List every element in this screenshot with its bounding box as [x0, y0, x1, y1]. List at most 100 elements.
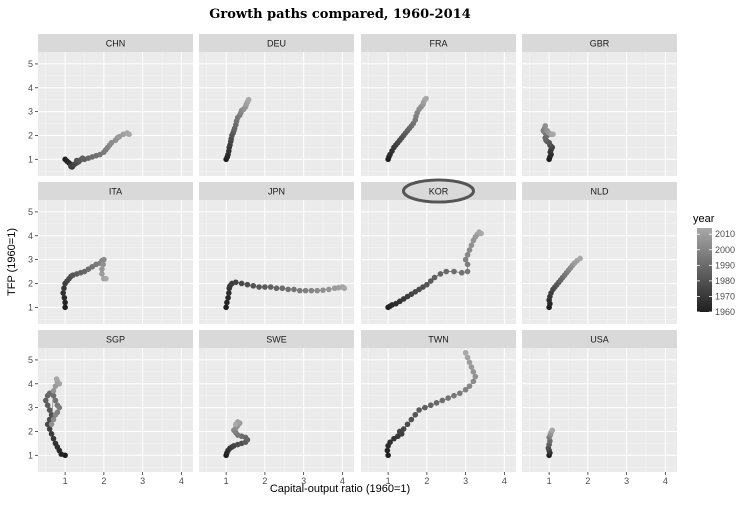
data-point	[385, 452, 391, 459]
strip-label: USA	[590, 335, 609, 345]
x-tick-label: 3	[463, 476, 468, 486]
data-point	[291, 286, 297, 293]
x-tick-label: 4	[340, 476, 345, 486]
y-tick-label: 4	[28, 83, 33, 93]
data-point	[427, 402, 434, 409]
data-point	[408, 416, 415, 423]
data-point	[302, 287, 309, 294]
data-point	[384, 447, 391, 454]
strip-label: JPN	[268, 187, 285, 197]
data-point	[437, 271, 444, 277]
data-point	[53, 376, 60, 382]
plot-background	[361, 348, 516, 472]
plot-background	[522, 52, 677, 176]
x-tick-label: 1	[224, 476, 229, 486]
data-point	[100, 261, 106, 268]
data-point	[464, 261, 471, 268]
plot-background	[199, 52, 354, 176]
data-point	[451, 268, 457, 275]
panel-ita: ITA 1 2 3 4 5	[28, 182, 193, 324]
strip-gbr	[522, 34, 677, 52]
data-point	[308, 287, 315, 294]
data-point	[470, 378, 477, 385]
data-point	[52, 397, 59, 404]
data-point	[468, 242, 475, 249]
data-point	[422, 404, 428, 411]
strip-kor	[361, 182, 516, 200]
strip-deu	[199, 34, 354, 52]
y-tick-label: 3	[28, 403, 33, 413]
panel-usa: USA 1 2 3 4	[522, 330, 677, 486]
strip-chn	[38, 34, 193, 52]
data-point	[577, 255, 583, 262]
color-legend: year 1960 1970 1980 1990 2000 2010	[693, 213, 735, 317]
data-point	[451, 392, 457, 399]
data-point	[101, 256, 107, 263]
data-point	[245, 96, 252, 103]
legend-tick-label: 1980	[715, 276, 735, 286]
y-tick-label: 1	[28, 450, 33, 460]
x-tick-label: 2	[585, 476, 590, 486]
data-point	[48, 421, 55, 428]
strip-label: FRA	[430, 39, 448, 49]
data-point	[427, 278, 434, 284]
data-point	[464, 354, 471, 361]
y-tick-label: 3	[28, 255, 33, 265]
strip-label: GBR	[590, 39, 610, 49]
y-tick-label: 3	[28, 107, 33, 117]
data-point	[458, 269, 465, 276]
x-axis-title: Capital-output ratio (1960=1)	[270, 483, 410, 495]
data-point	[224, 299, 230, 306]
data-point	[48, 431, 55, 437]
plot-background	[522, 200, 677, 324]
panel-swe: SWE 1 2 3 4	[199, 330, 354, 486]
panel-fra: FRA	[361, 34, 516, 176]
data-point	[52, 440, 59, 447]
plot-background	[38, 348, 193, 472]
data-point	[46, 416, 53, 423]
data-point	[99, 271, 105, 277]
strip-nld	[522, 182, 677, 200]
data-point	[79, 155, 86, 161]
panel-chn: CHN 1 2 3 4 5	[28, 34, 193, 176]
data-point	[468, 364, 475, 370]
data-point	[273, 285, 280, 292]
data-point	[466, 383, 473, 389]
plot-background	[199, 200, 354, 324]
y-tick-label: 5	[28, 207, 33, 217]
x-tick-label: 3	[624, 476, 629, 486]
y-tick-label: 5	[28, 355, 33, 365]
data-point	[233, 421, 239, 428]
data-point	[62, 299, 68, 306]
data-point	[464, 268, 471, 275]
data-point	[472, 373, 479, 380]
y-axis-title: TFP (1960=1)	[6, 228, 18, 296]
data-point	[464, 252, 471, 258]
data-point	[61, 285, 67, 292]
panel-twn: TWN 1 2 3 4	[361, 330, 516, 486]
strip-label: NLD	[590, 187, 609, 197]
y-tick-label: 2	[28, 426, 33, 436]
x-tick-label: 1	[547, 476, 552, 486]
y-tick-label: 5	[28, 59, 33, 69]
data-point	[50, 392, 57, 399]
strip-label: CHN	[106, 39, 126, 49]
legend-tick-label: 2010	[715, 229, 735, 239]
y-tick-label: 4	[28, 379, 33, 389]
data-point	[60, 290, 66, 296]
strip-usa	[522, 330, 677, 348]
data-point	[443, 268, 450, 275]
facet-panels: CHN 1 2 3 4 5 DEU FRA GBR ITA 1 2 3 4 5 JPN KOR NLD SGP 1 2 3…	[28, 34, 677, 486]
strip-label: SGP	[106, 335, 125, 345]
plot-background	[199, 348, 354, 472]
x-tick-label: 3	[301, 476, 306, 486]
x-tick-label: 3	[140, 476, 145, 486]
x-tick-label: 4	[663, 476, 668, 486]
strip-label: ITA	[109, 187, 122, 197]
highlight-ellipse	[402, 178, 475, 204]
legend-title: year	[693, 213, 715, 225]
x-tick-label: 2	[101, 476, 106, 486]
panel-gbr: GBR	[522, 34, 677, 176]
panel-kor: KOR	[361, 178, 516, 324]
